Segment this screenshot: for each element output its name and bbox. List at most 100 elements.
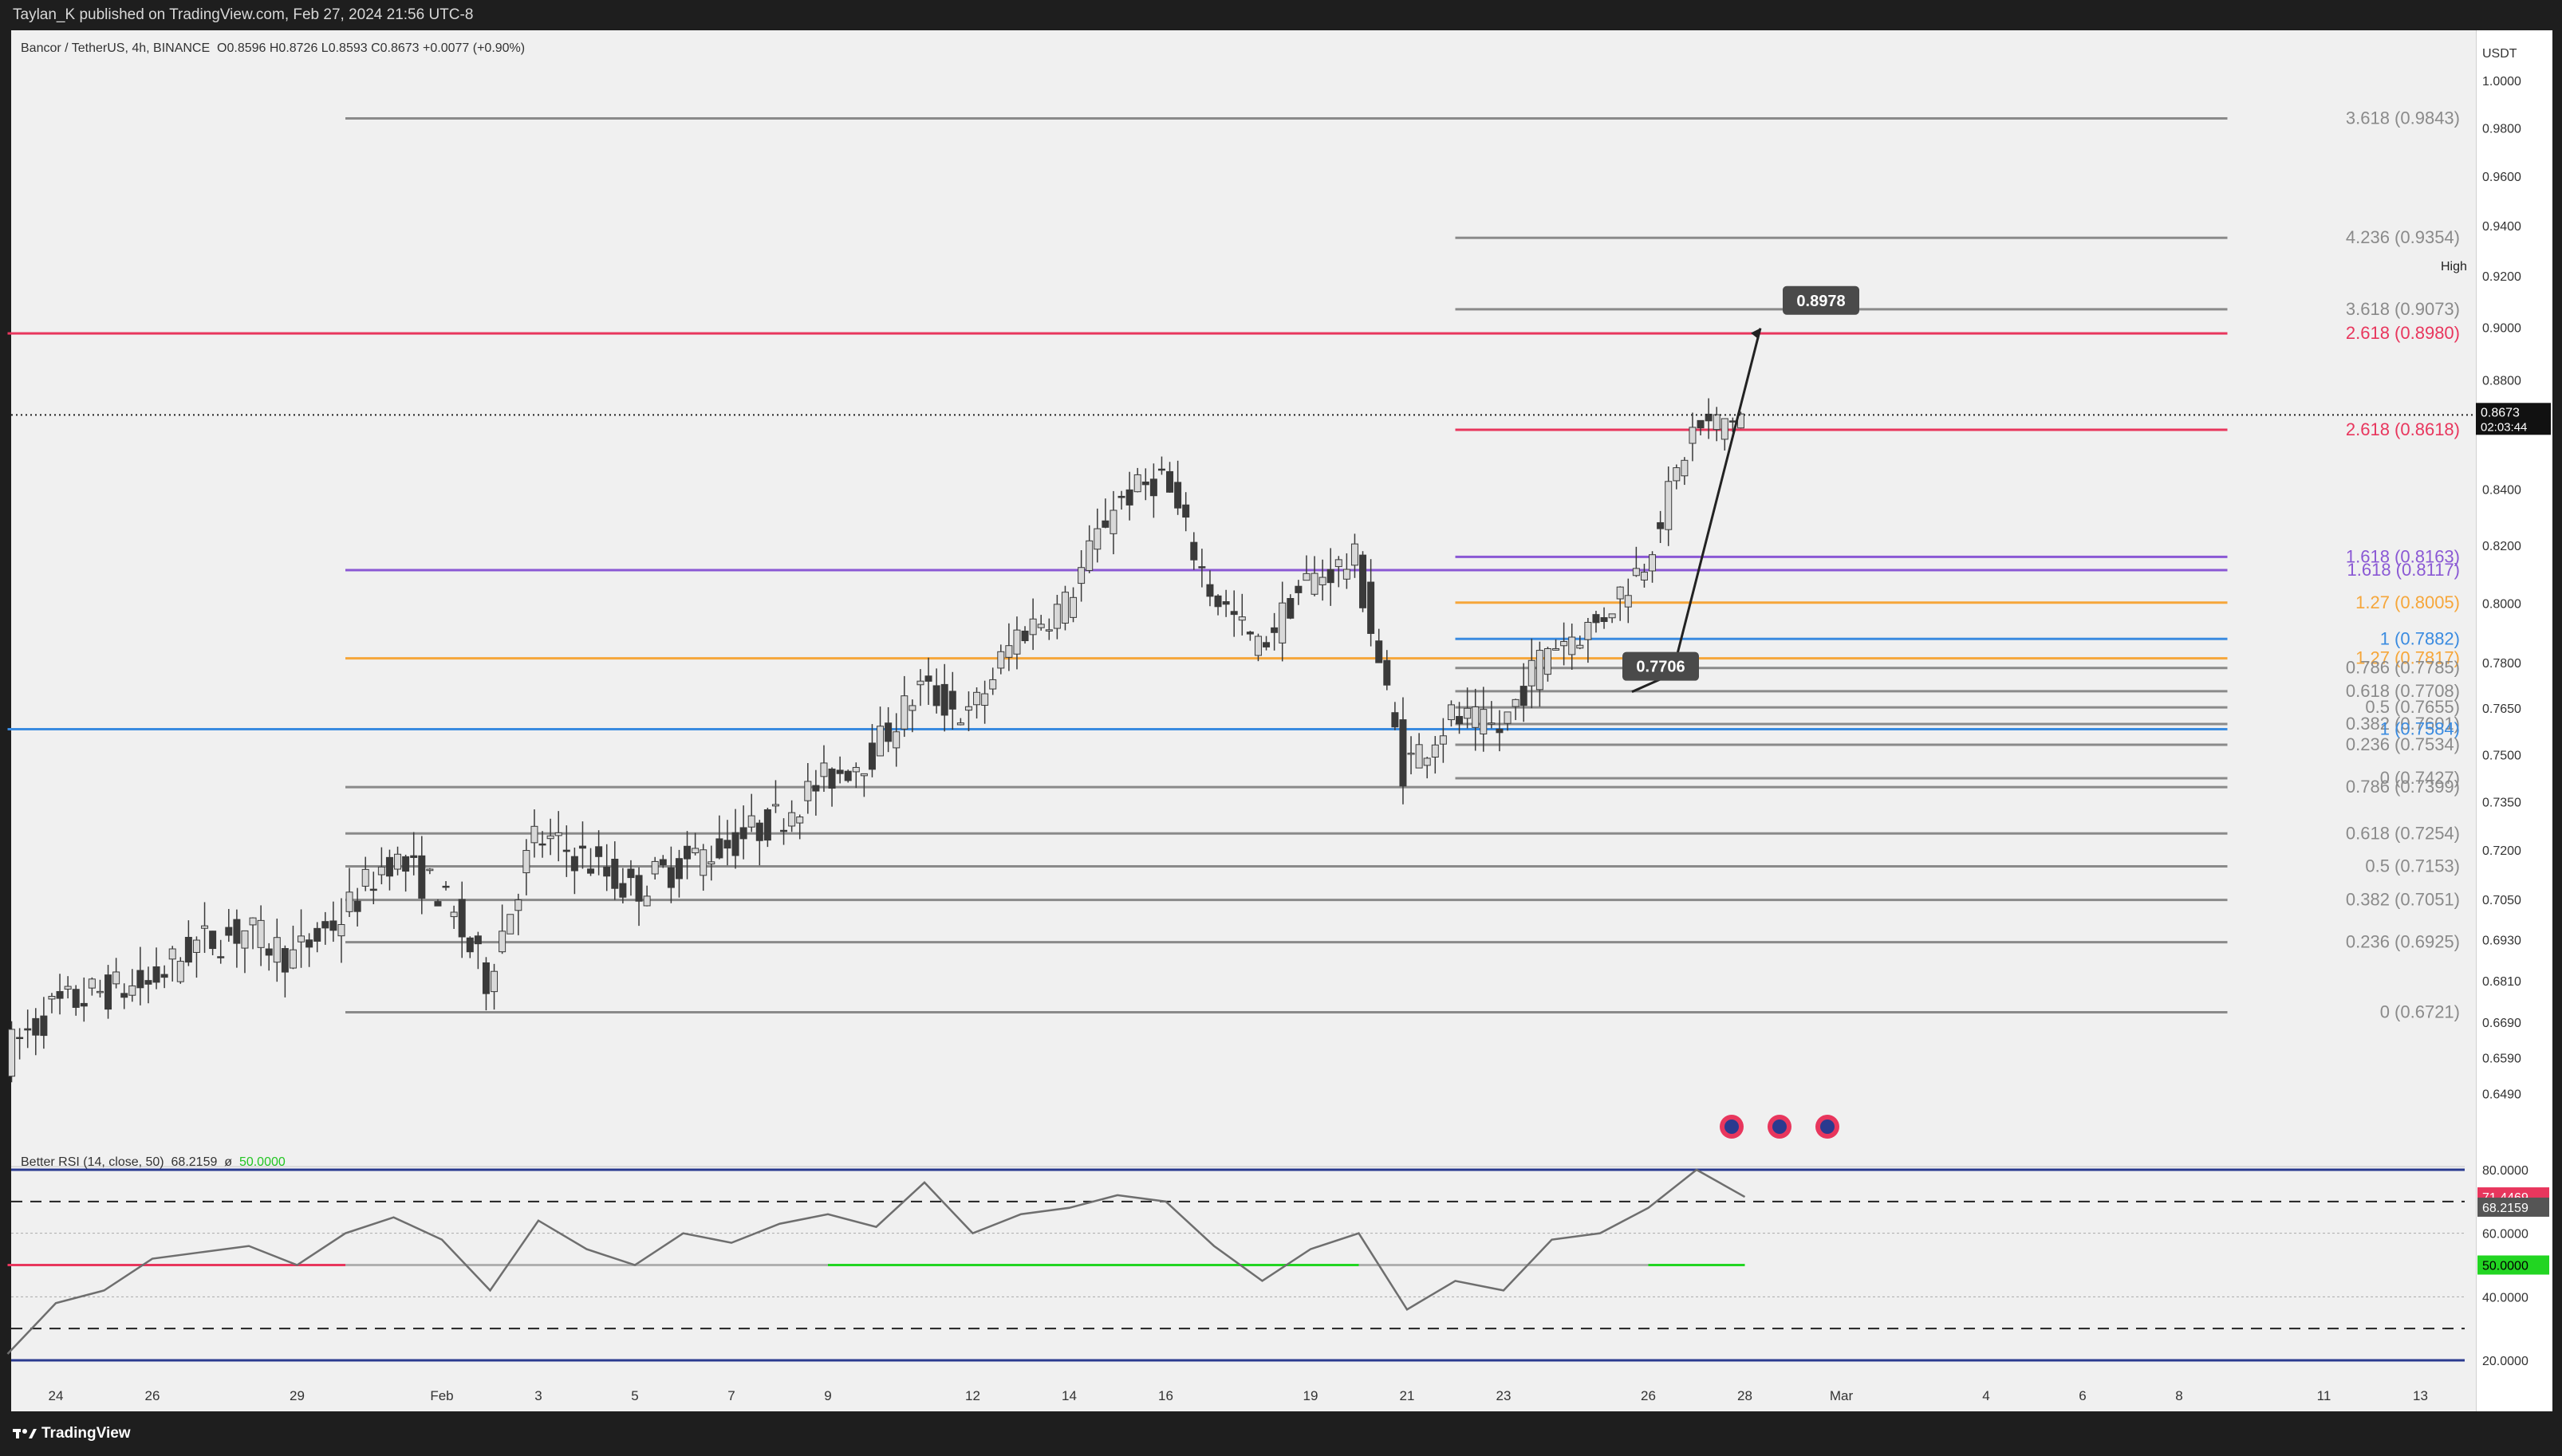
candle-body xyxy=(1399,719,1407,787)
fib-level-label: 3.618 (0.9843) xyxy=(2346,108,2460,128)
price-tick-label: 0.7200 xyxy=(2482,844,2521,858)
symbol-name[interactable]: Bancor / TetherUS, 4h, BINANCE xyxy=(21,41,211,55)
candle-body xyxy=(948,691,956,710)
candle-body xyxy=(8,1029,16,1077)
candle-body xyxy=(24,1028,32,1031)
candle-body xyxy=(916,680,924,686)
tradingview-logo[interactable]: TradingView xyxy=(13,1421,131,1446)
candle-body xyxy=(587,868,595,874)
candle-body xyxy=(1070,596,1078,618)
price-tick-label: 0.7650 xyxy=(2482,702,2521,716)
fib-level-label: 1.27 (0.8005) xyxy=(2355,592,2460,612)
candle-body xyxy=(570,856,578,872)
candle-body xyxy=(377,866,385,876)
candle-body xyxy=(434,901,442,907)
candle-body xyxy=(554,832,562,836)
candle-body xyxy=(692,848,700,854)
fib-level-label: 0.5 (0.7153) xyxy=(2365,856,2460,876)
candle-body xyxy=(1697,419,1705,429)
last-price-badge xyxy=(2476,403,2551,435)
rsi-line xyxy=(6,1168,1746,1355)
candle-body xyxy=(1720,418,1728,440)
candle-body xyxy=(1423,758,1431,766)
price-tick-label: 0.7800 xyxy=(2482,657,2521,671)
candle-body xyxy=(1632,568,1640,576)
candle-body xyxy=(1238,616,1246,621)
candle-body xyxy=(1094,528,1102,550)
trend-arrow-line xyxy=(1631,328,1762,694)
candle-body xyxy=(112,971,120,985)
candle-body xyxy=(868,742,876,770)
candle-body xyxy=(1318,576,1326,585)
candle-body xyxy=(1102,520,1110,528)
time-tick-label: 12 xyxy=(965,1388,980,1403)
candle-body xyxy=(747,815,755,828)
rsi-tick-label: 80.0000 xyxy=(2482,1164,2528,1178)
candle-body xyxy=(1624,595,1632,608)
candle-body xyxy=(1504,711,1512,724)
us-flag-event-icon xyxy=(1815,1115,1839,1139)
chart-panel[interactable] xyxy=(11,30,2476,1411)
candle-body xyxy=(1086,540,1094,571)
candle-body xyxy=(1254,636,1262,656)
fib-level-label: 0 (0.6721) xyxy=(2380,1002,2460,1022)
candle-body xyxy=(298,935,305,942)
candle-body xyxy=(1391,712,1399,728)
candle-body xyxy=(755,822,763,841)
currency-label: USDT xyxy=(2482,47,2517,61)
candle-body xyxy=(1029,618,1037,636)
candle-body xyxy=(249,917,257,926)
fib-level-label: 0.382 (0.7051) xyxy=(2346,890,2460,910)
candle-body xyxy=(956,722,964,726)
price-tick-label: 0.6590 xyxy=(2482,1052,2521,1065)
tradingview-logo-icon xyxy=(13,1428,37,1438)
price-tick-label: 0.6490 xyxy=(2482,1088,2521,1101)
price-tick-label: 0.9400 xyxy=(2482,220,2521,234)
rsi-name[interactable]: Better RSI (14, close, 50) xyxy=(21,1155,164,1169)
time-tick-label: 7 xyxy=(727,1388,735,1403)
candle-body xyxy=(667,867,675,888)
symbol-legend: Bancor / TetherUS, 4h, BINANCE O0.8596 H… xyxy=(21,41,525,56)
candle-body xyxy=(1439,735,1447,745)
countdown-text: 02:03:44 xyxy=(2481,420,2527,434)
candle-body xyxy=(1013,629,1021,655)
time-tick-label: 16 xyxy=(1158,1388,1173,1403)
price-tick-label: 0.8200 xyxy=(2482,540,2521,553)
candle-body xyxy=(1464,707,1472,719)
candle-body xyxy=(700,849,708,876)
candle-body xyxy=(474,935,482,945)
candle-body xyxy=(337,923,345,937)
candle-body xyxy=(1053,604,1061,629)
fib-level-label: 1 (0.7882) xyxy=(2380,628,2460,648)
candle-body xyxy=(329,920,337,931)
price-axis[interactable] xyxy=(2476,30,2553,1411)
fib-level-label: 0.382 (0.7601) xyxy=(2346,714,2460,734)
candle-body xyxy=(361,868,369,887)
candle-body xyxy=(466,937,474,953)
candle-body xyxy=(973,691,981,706)
candle-body xyxy=(225,927,233,936)
candle-body xyxy=(96,990,104,994)
candle-body xyxy=(1375,640,1383,663)
candle-body xyxy=(281,948,289,973)
candle-body xyxy=(1608,613,1616,619)
candle-body xyxy=(1480,709,1488,735)
candle-body xyxy=(1519,686,1527,706)
candle-body xyxy=(56,990,64,999)
candle-body xyxy=(1665,481,1673,530)
candle-body xyxy=(836,769,844,774)
time-tick-label: 28 xyxy=(1737,1388,1752,1403)
candle-body xyxy=(1552,647,1560,651)
fib-level-label: 2.618 (0.8618) xyxy=(2346,419,2460,439)
time-tick-label: 23 xyxy=(1496,1388,1512,1403)
candle-body xyxy=(176,961,184,982)
fib-level-label: 4.236 (0.9354) xyxy=(2346,227,2460,247)
candle-body xyxy=(893,731,901,749)
candle-body xyxy=(1705,413,1713,422)
candle-body xyxy=(482,962,490,994)
candle-body xyxy=(1713,414,1720,431)
trend-arrow-head xyxy=(1751,328,1760,340)
candle-body xyxy=(1045,629,1053,632)
candle-body xyxy=(635,875,643,902)
